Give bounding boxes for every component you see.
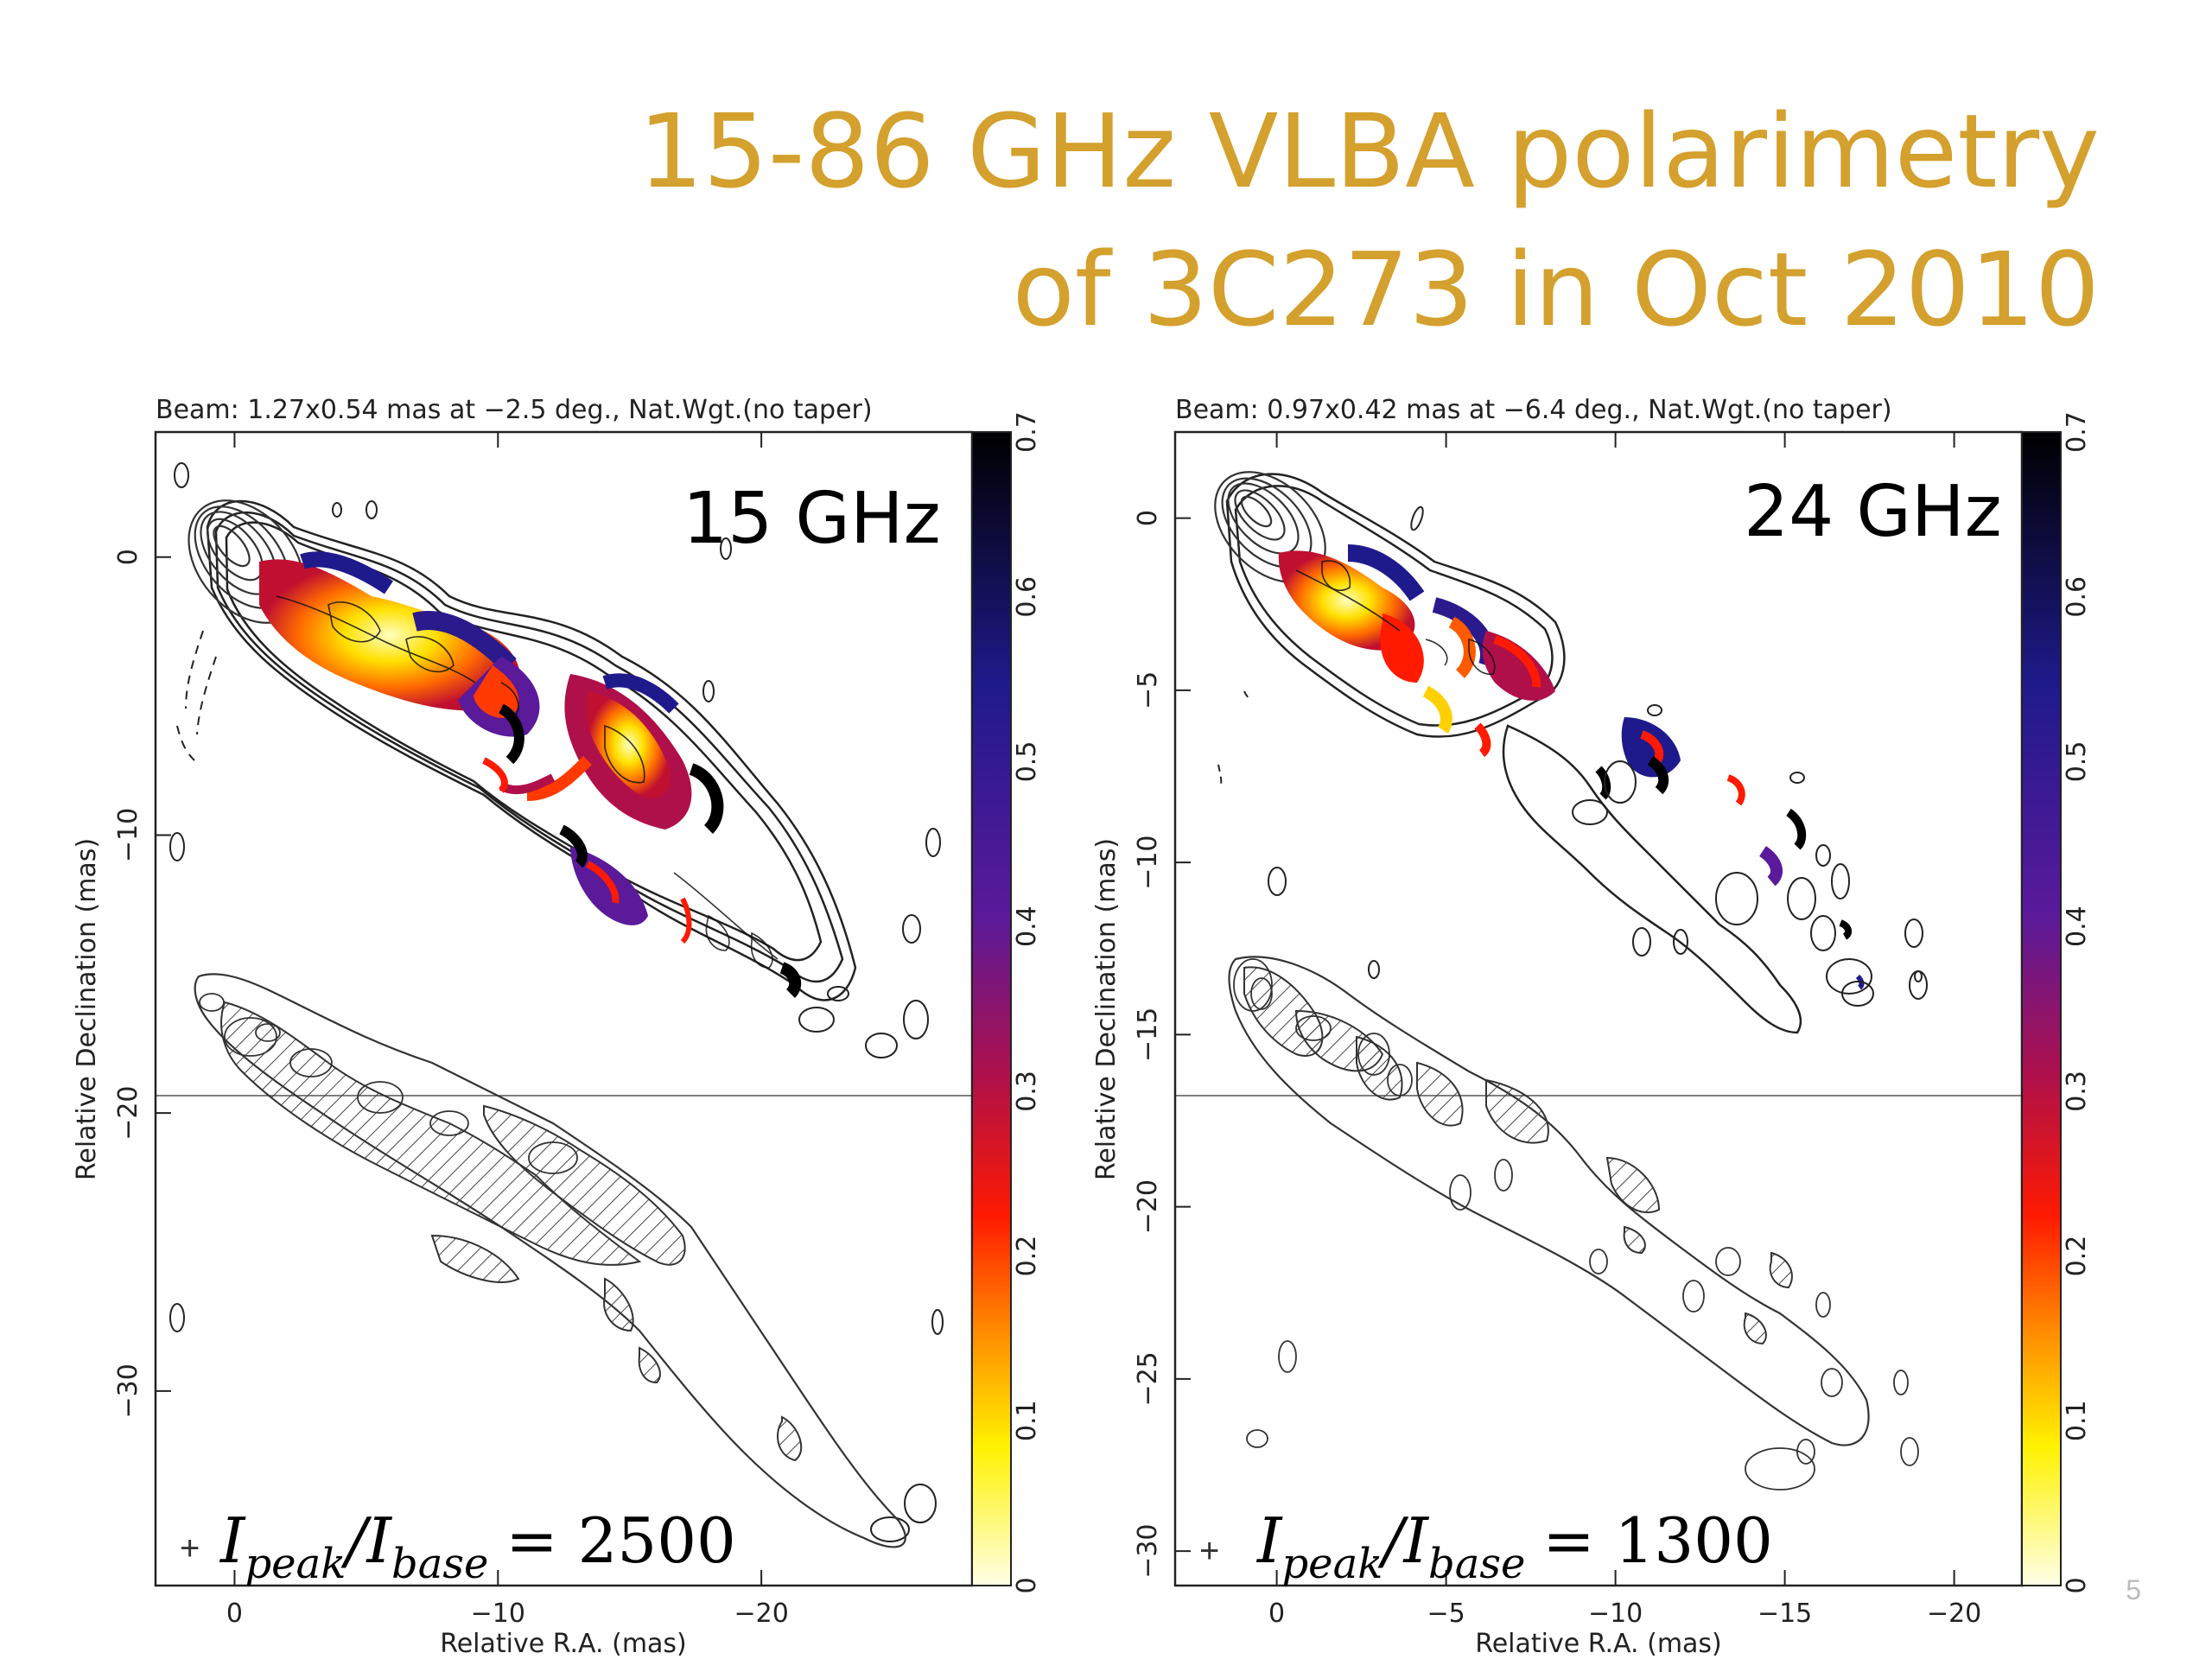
jet-knots (169, 462, 944, 1542)
x-tick-label: −15 (1758, 1599, 1812, 1629)
x-tick-label: −10 (1588, 1599, 1643, 1629)
y-tick-label: −10 (1133, 835, 1163, 889)
colorbar-tick-label: 0.5 (1012, 741, 1042, 783)
colorbar-tick-label: 0.4 (1012, 906, 1042, 947)
colorbar-tick-label: 0.1 (1012, 1400, 1042, 1441)
y-axis-label: Relative Declination (mas) (1091, 838, 1122, 1180)
y-axis-label: Relative Declination (mas) (72, 838, 102, 1180)
colorbar-tick-label: 0.7 (1012, 411, 1042, 453)
total-intensity-contours (206, 499, 857, 1001)
colorbar-tick-label: 0.6 (1012, 576, 1042, 618)
colorbar-tick-label: 0.1 (2062, 1400, 2092, 1441)
frequency-label: 15 GHz (683, 478, 941, 560)
total-intensity-contours (1225, 473, 1802, 1034)
negative-contours (1217, 690, 1252, 789)
y-tick-label: −30 (1133, 1523, 1163, 1578)
panel-15ghz: Beam: 1.27x0.54 mas at −2.5 deg., Nat.Wg… (72, 395, 1042, 1659)
polarization-map (259, 551, 802, 998)
x-tick-label: −20 (1927, 1599, 1981, 1629)
inner-contours (276, 595, 779, 969)
polarization-map (1278, 544, 1865, 990)
beam-cross: + (1199, 1532, 1219, 1570)
slide-title: 15-86 GHz VLBA polarimetry of 3C273 in O… (458, 82, 2100, 359)
y-tick-label: −20 (113, 1085, 143, 1140)
colorbar-tick-label: 0 (1012, 1577, 1042, 1593)
y-tick-label: −5 (1133, 671, 1163, 709)
x-axis-label: Relative R.A. (mas) (440, 1629, 687, 1659)
y-tick-label: −25 (1133, 1351, 1163, 1406)
panel-24ghz: Beam: 0.97x0.42 mas at −6.4 deg., Nat.Wg… (1091, 395, 2092, 1659)
polarized-intensity-contours (1228, 956, 1919, 1491)
colorbar-tick-label: 0.3 (1012, 1071, 1042, 1112)
colorbar-tick-label: 0.3 (2062, 1071, 2092, 1112)
colorbar-tick-label: 0.5 (2062, 741, 2092, 783)
colorbar-tick-label: 0.4 (2062, 906, 2092, 947)
x-tick-label: −10 (471, 1599, 525, 1629)
y-tick-label: −30 (113, 1363, 143, 1418)
x-axis-label: Relative R.A. (mas) (1475, 1629, 1722, 1659)
frequency-label: 24 GHz (1744, 471, 2002, 553)
y-tick-label: 0 (113, 549, 143, 565)
negative-contours (176, 630, 217, 761)
y-tick-label: 0 (1133, 510, 1163, 526)
polarized-intensity-contours (194, 973, 906, 1548)
inner-contours (1295, 560, 1496, 675)
beam-label: Beam: 0.97x0.42 mas at −6.4 deg., Nat.Wg… (1175, 395, 1892, 425)
intensity-ratio-label: Ipeak/Ibase = 2500 (219, 1504, 736, 1588)
title-line-2: of 3C273 in Oct 2010 (1012, 230, 2100, 349)
colorbar-tick-label: 0.6 (2062, 576, 2092, 618)
x-tick-label: 0 (226, 1599, 243, 1629)
map-24ghz (1175, 471, 2022, 1491)
colorbar-tick-label: 0 (2062, 1577, 2092, 1593)
y-tick-label: −20 (1133, 1179, 1163, 1234)
colorbar-tick-label: 0.2 (2062, 1236, 2092, 1277)
colorbar (2021, 431, 2062, 1586)
beam-cross: + (180, 1529, 200, 1567)
intensity-ratio-label: Ipeak/Ibase = 1300 (1255, 1504, 1773, 1588)
x-tick-label: −5 (1427, 1599, 1465, 1629)
x-tick-label: 0 (1268, 1599, 1285, 1629)
svg-text:Ipeak/Ibase= 2500: Ipeak/Ibase = 2500 (219, 1504, 736, 1588)
title-line-1: 15-86 GHz VLBA polarimetry (638, 92, 2100, 211)
page-number: 5 (2126, 1574, 2141, 1605)
y-tick-label: −10 (113, 808, 143, 862)
colorbar (971, 431, 1012, 1586)
y-tick-label: −15 (1133, 1007, 1163, 1062)
colorbar-tick-label: 0.2 (1012, 1236, 1042, 1277)
beam-label: Beam: 1.27x0.54 mas at −2.5 deg., Nat.Wg… (156, 395, 873, 425)
colorbar-tick-label: 0.7 (2062, 411, 2092, 453)
svg-text:Ipeak/Ibase= 1300: Ipeak/Ibase = 1300 (1255, 1504, 1773, 1588)
x-tick-label: −20 (734, 1599, 788, 1629)
jet-knots (1268, 505, 1928, 1007)
map-15ghz (156, 462, 972, 1548)
